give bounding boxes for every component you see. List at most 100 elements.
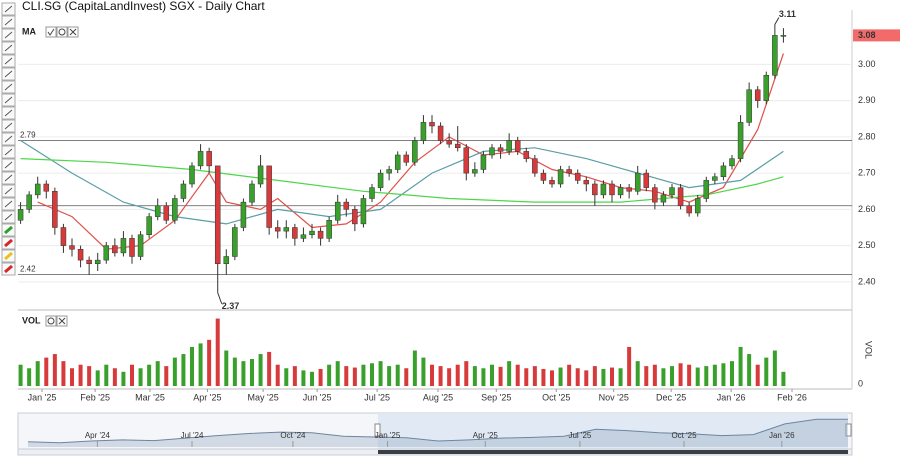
annotation-label: 3.11 [779, 9, 796, 19]
candle-body [120, 238, 127, 254]
volume-bar [687, 364, 692, 386]
volume-bar [481, 368, 486, 386]
navigator-tick-label: Jan '25 [375, 431, 401, 440]
candle-body [386, 169, 392, 174]
x-tick-label: Mar '25 [135, 392, 165, 402]
candle-body [720, 165, 727, 177]
tool-icon [4, 5, 13, 13]
candle-body [86, 259, 92, 264]
candle-body [420, 122, 427, 141]
annotation-leader [217, 292, 223, 304]
navigator-line [27, 418, 848, 444]
candle-body [412, 140, 418, 163]
close-icon [58, 317, 66, 325]
volume-bar [35, 361, 40, 386]
volume-bar [447, 368, 452, 386]
scrollbar-thumb[interactable] [378, 450, 848, 454]
navigator-tick-label: Apr '25 [473, 431, 499, 440]
candle-body [549, 180, 555, 185]
check-button[interactable] [45, 26, 57, 38]
candle-body [592, 183, 598, 196]
volume-bar [610, 367, 614, 386]
navigator-handle[interactable] [845, 423, 852, 437]
volume-bar [575, 368, 580, 386]
tool-icon [4, 251, 13, 261]
volume-bar [292, 366, 297, 386]
volume-bar [704, 366, 709, 386]
volume-bar [455, 364, 460, 386]
candle-body [634, 172, 641, 192]
tool-icon [4, 122, 13, 130]
candle-body [754, 89, 761, 101]
navigator-handle[interactable] [374, 423, 381, 437]
volume-bar [430, 364, 434, 386]
candle-body [652, 187, 658, 203]
volume-bar [755, 364, 760, 386]
candle-body [232, 227, 238, 257]
candle-body [472, 169, 478, 174]
last-price-badge [853, 29, 900, 42]
volume-bar [532, 366, 537, 386]
candle-body [154, 205, 161, 217]
tool-icon [4, 264, 13, 274]
volume-bar [404, 368, 409, 386]
candle-body [197, 151, 204, 167]
candle-body [129, 238, 135, 257]
volume-bar [284, 368, 289, 386]
candle-body [480, 154, 487, 170]
toolbar[interactable] [1, 2, 16, 276]
y-tick-label: 0 [858, 378, 863, 388]
candle-body [763, 75, 770, 101]
candle-body [514, 140, 521, 152]
navigator-selection[interactable] [378, 413, 848, 449]
volume-bar [541, 368, 546, 386]
candle-body [446, 140, 452, 145]
gear-icon [58, 28, 66, 36]
moving-average-line [20, 139, 784, 225]
candle-body [626, 187, 632, 192]
volume-bar [27, 368, 32, 386]
volume-bar [584, 370, 589, 386]
candle-body [292, 227, 298, 239]
volume-bar [412, 350, 417, 386]
volume-bar [95, 370, 100, 386]
volume-bar [515, 364, 520, 386]
volume-bar [155, 361, 160, 386]
volume-bar [670, 366, 674, 386]
settings-button[interactable] [45, 315, 57, 327]
volume-bar [241, 361, 246, 386]
volume-bar [695, 367, 700, 386]
y-tick-label: 2.90 [858, 95, 876, 105]
moving-average-line [37, 53, 784, 250]
volume-bar [215, 318, 220, 386]
candle-body [600, 183, 607, 196]
y-tick-label: 3.00 [858, 59, 876, 69]
tool-icon [4, 213, 13, 221]
candle-body [274, 227, 281, 232]
tool-icon [4, 225, 13, 235]
volume-bar [387, 366, 392, 386]
navigator-tick-label: Oct '25 [671, 431, 697, 440]
navigator-tick-label: Jul '24 [181, 431, 204, 440]
candle-body [772, 35, 778, 76]
last-price-label: 3.08 [858, 30, 876, 40]
volume-bar [712, 364, 717, 386]
volume-bar [781, 371, 786, 386]
tool-icon [4, 109, 13, 117]
volume-bar [78, 364, 83, 386]
volume-bar [104, 364, 109, 386]
settings-button[interactable] [56, 26, 68, 38]
volume-bar [567, 364, 572, 386]
volume-bar [678, 363, 683, 386]
tool-icon [4, 161, 13, 169]
candle-body [206, 151, 212, 167]
volume-bar [44, 357, 49, 386]
volume-bar [121, 371, 126, 386]
volume-bar [52, 354, 57, 386]
x-tick-label: May '25 [248, 392, 279, 402]
candle-body [103, 245, 110, 261]
x-tick-label: Dec '25 [656, 392, 686, 402]
volume-bar [747, 354, 752, 386]
navigator-area [28, 419, 848, 447]
candle-body [352, 209, 358, 225]
